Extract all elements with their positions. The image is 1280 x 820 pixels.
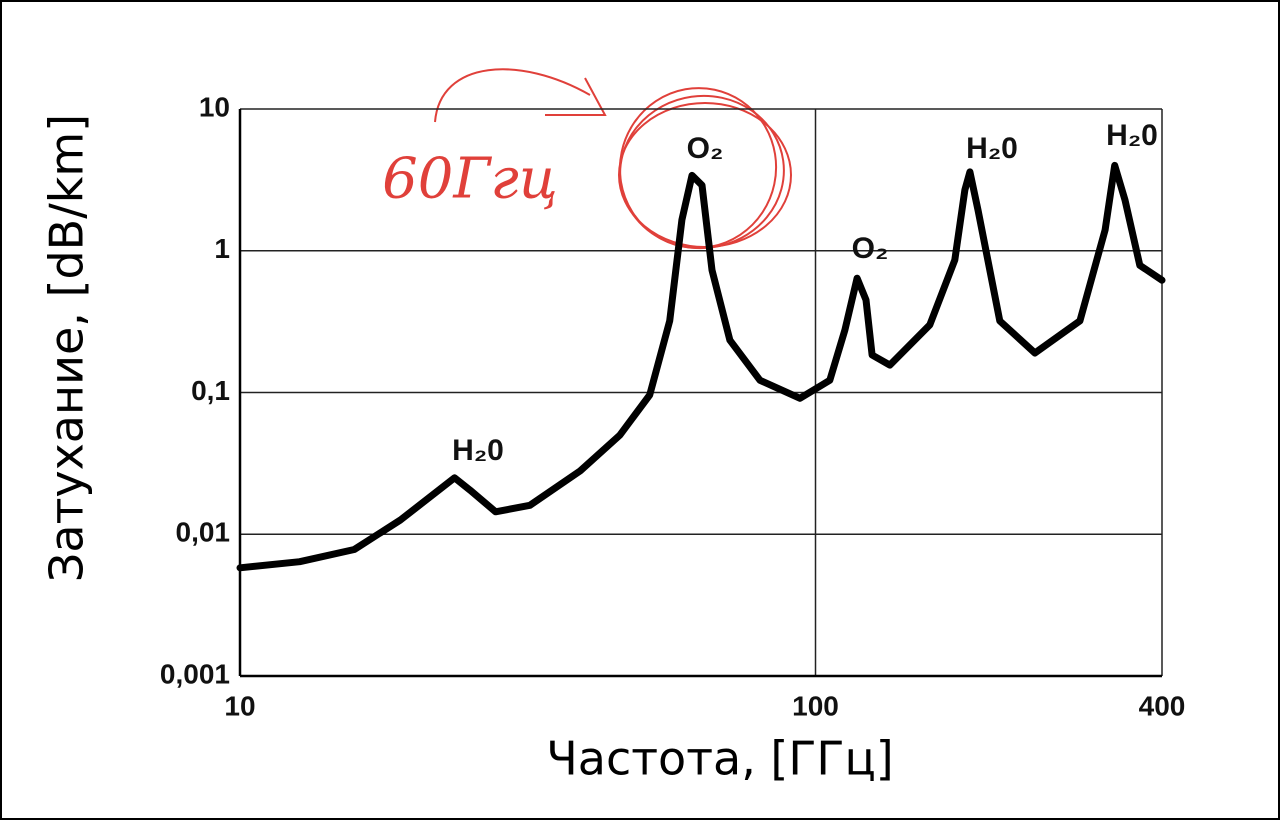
x-tick-label: 100 (792, 690, 839, 721)
y-tick-label: 1 (214, 233, 230, 264)
x-tick-label: 10 (224, 690, 255, 721)
x-tick-label: 400 (1139, 690, 1186, 721)
y-tick-label: 0,01 (176, 517, 231, 548)
annotation: 60Ггц (382, 147, 558, 212)
annotation: H₂0 (1106, 119, 1158, 152)
annotation: O₂ (687, 132, 724, 165)
annotation: H₂0 (452, 434, 504, 467)
y-tick-label: 0,1 (191, 375, 230, 406)
annotation: H₂0 (966, 132, 1018, 165)
y-tick-label: 10 (199, 91, 230, 122)
line (236, 161, 1166, 572)
annotation: O₂ (852, 232, 889, 265)
y-tick-label: 0,001 (160, 658, 230, 689)
x-axis-label: Частота, [ГГц] (546, 732, 894, 786)
y-axis-label: Затухание, [dB/km] (40, 114, 94, 582)
